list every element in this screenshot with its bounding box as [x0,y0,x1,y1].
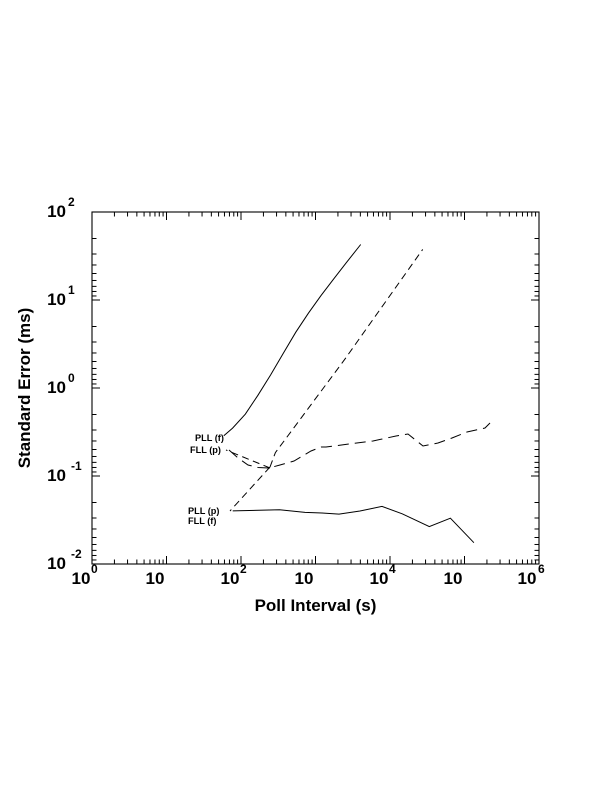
svg-text:10: 10 [47,554,66,573]
svg-text:10: 10 [47,466,66,485]
svg-text:10: 10 [221,569,240,588]
svg-text:2: 2 [240,562,247,576]
svg-text:FLL (p): FLL (p) [190,445,221,455]
svg-text:-2: -2 [71,547,82,561]
svg-text:10: 10 [295,569,314,588]
svg-text:10: 10 [47,290,66,309]
svg-text:FLL (f): FLL (f) [188,516,216,526]
svg-text:0: 0 [91,562,98,576]
svg-text:10: 10 [72,569,91,588]
svg-text:10: 10 [370,569,389,588]
svg-text:10: 10 [47,378,66,397]
svg-text:PLL (f): PLL (f) [195,433,224,443]
svg-text:PLL (p): PLL (p) [188,506,219,516]
svg-text:2: 2 [68,195,75,209]
svg-text:10: 10 [47,202,66,221]
svg-text:1: 1 [68,283,75,297]
svg-text:10: 10 [444,569,463,588]
svg-text:-1: -1 [71,459,82,473]
svg-text:10: 10 [518,569,537,588]
svg-text:Standard Error (ms): Standard Error (ms) [15,308,34,469]
svg-text:10: 10 [146,569,165,588]
svg-text:0: 0 [68,371,75,385]
svg-text:Poll Interval (s): Poll Interval (s) [255,596,377,615]
svg-text:4: 4 [389,562,396,576]
svg-text:6: 6 [538,562,545,576]
